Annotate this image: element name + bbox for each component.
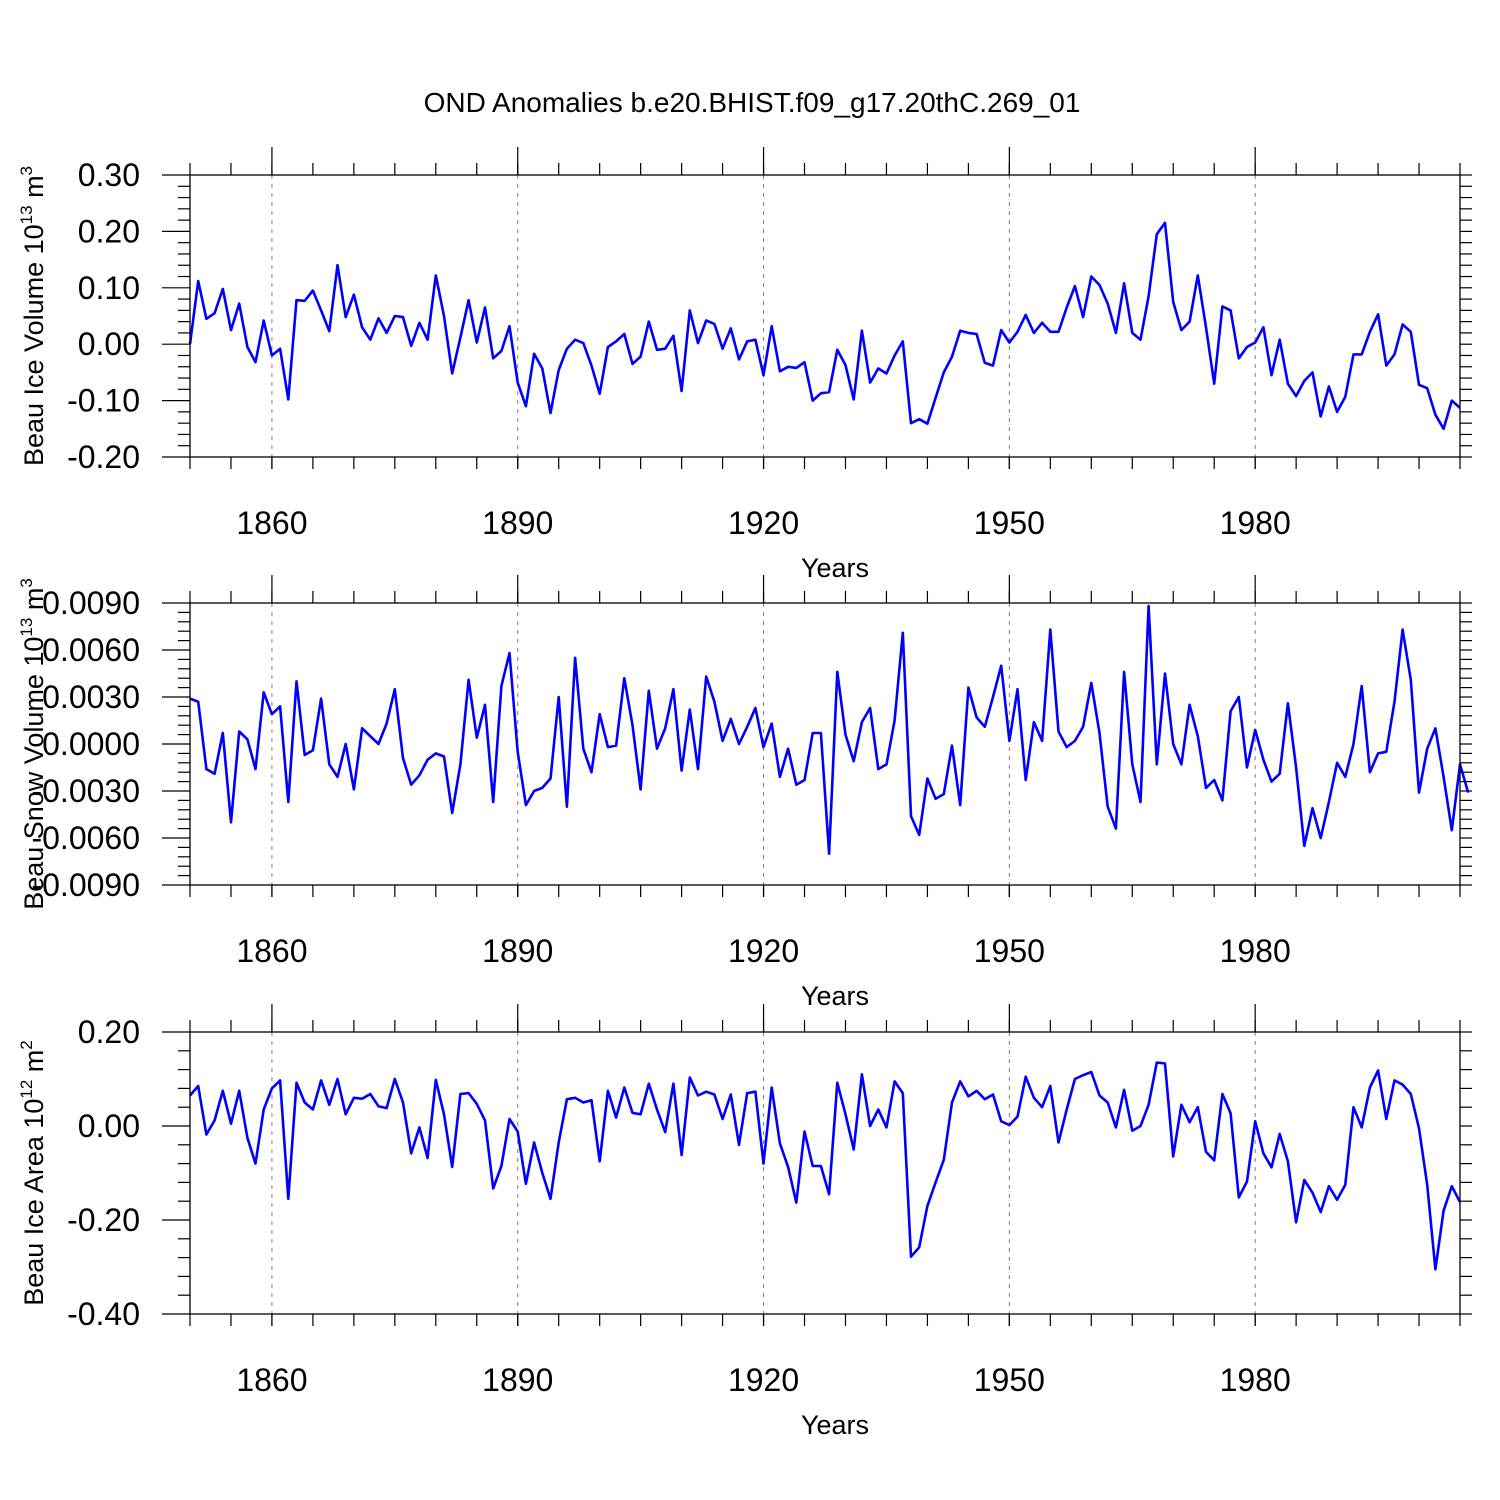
y-tick-label: -0.20: [67, 1202, 140, 1238]
y-tick-label: 0.20: [78, 1014, 140, 1050]
y-tick-label: -0.0030: [31, 773, 140, 809]
x-tick-label: 1920: [728, 505, 799, 541]
x-tick-label: 1860: [236, 505, 307, 541]
y-tick-label: -0.10: [67, 383, 140, 419]
y-tick-label: -0.0060: [31, 820, 140, 856]
x-tick-label: 1890: [482, 1362, 553, 1398]
x-tick-label: 1980: [1220, 505, 1291, 541]
y-tick-label: 0.0060: [42, 632, 140, 668]
panel-1: -0.20 -0.10 0.00 0.10 0.20 0.30 1860 1890 1920 19…: [17, 147, 1472, 583]
x-axis-title: Years: [801, 981, 869, 1011]
y-tick-label: 0.00: [78, 326, 140, 362]
plot-frame: [189, 1031, 1461, 1315]
y-tick-label: 0.0090: [42, 585, 140, 621]
x-tick-label: 1980: [1220, 1362, 1291, 1398]
x-tick-label: 1890: [482, 505, 553, 541]
y-tick-label: 0.00: [78, 1108, 140, 1144]
x-axis-title: Years: [801, 1410, 869, 1440]
x-tick-label: 1920: [728, 933, 799, 969]
series-line: [189, 1061, 1462, 1271]
series-line: [188, 221, 1461, 431]
x-axis-title: Years: [801, 553, 869, 583]
y-tick-label: 0.20: [78, 213, 140, 249]
series-line: [189, 604, 1470, 856]
y-axis-title: Beau Ice Volume 1013 m3: [17, 166, 49, 466]
plot-frame: [189, 602, 1461, 886]
x-tick-label: 1950: [974, 505, 1045, 541]
x-tick-label: 1890: [482, 933, 553, 969]
y-axis-title: Beau Snow Volume 1013 m3: [17, 578, 49, 910]
y-tick-label: 0.30: [78, 157, 140, 193]
y-tick-label: -0.20: [67, 439, 140, 475]
x-tick-label: 1860: [236, 1362, 307, 1398]
y-tick-label: 0.0000: [42, 726, 140, 762]
plot-frame: [189, 174, 1461, 458]
x-tick-label: 1950: [974, 933, 1045, 969]
panel-2: -0.0090 -0.0060 -0.0030 0.0000 0.0030 0.0060 0…: [17, 575, 1472, 1011]
x-tick-label: 1950: [974, 1362, 1045, 1398]
y-tick-label: -0.40: [67, 1296, 140, 1332]
figure-title: OND Anomalies b.e20.BHIST.f09_g17.20thC.…: [424, 87, 1081, 118]
y-tick-label: 0.0030: [42, 679, 140, 715]
y-tick-label: 0.10: [78, 270, 140, 306]
y-axis-title: Beau Ice Area 1012 m2: [17, 1040, 49, 1306]
x-tick-label: 1920: [728, 1362, 799, 1398]
panel-3: -0.40 -0.20 0.00 0.20 1860 1890 1920 1950 1980 Ye…: [17, 1004, 1472, 1440]
x-tick-label: 1980: [1220, 933, 1291, 969]
x-tick-label: 1860: [236, 933, 307, 969]
y-tick-label: -0.0090: [31, 867, 140, 903]
